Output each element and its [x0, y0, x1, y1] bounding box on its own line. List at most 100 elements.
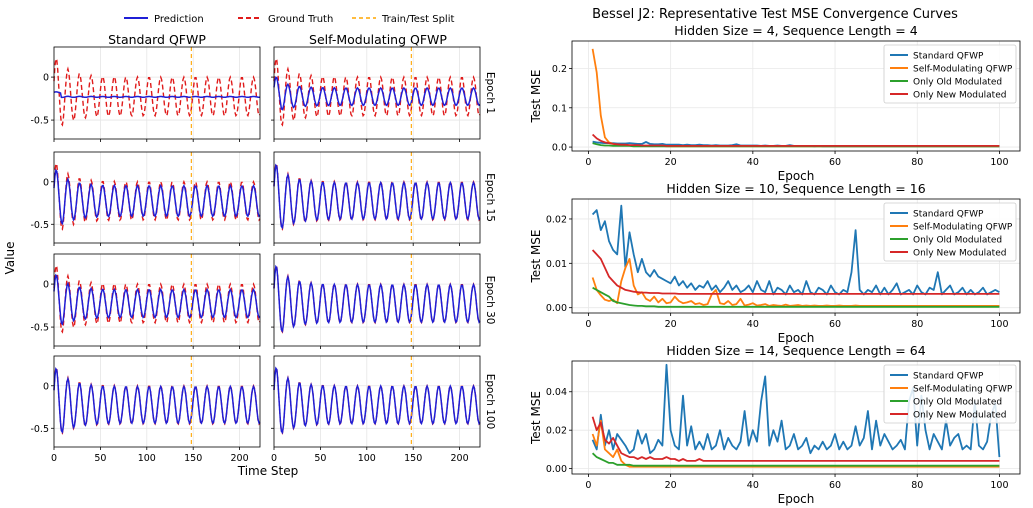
y-axis-label: Test MSE	[529, 230, 543, 284]
legend-split-label: Train/Test Split	[381, 14, 454, 25]
legend-label: Only New Modulated	[913, 91, 1006, 101]
prediction-line	[273, 264, 481, 334]
legend-label: Only Old Modulated	[913, 78, 1002, 88]
x-axis-label: Epoch	[778, 331, 815, 345]
legend-label: Self-Modulating QFWP	[913, 223, 1013, 233]
series-line-only-old-modulated	[592, 286, 1000, 308]
left-x-axis-label: Time Step	[237, 464, 299, 478]
ground-truth-line	[53, 263, 261, 334]
panel-self-modulating-row-1: Epoch 1	[271, 46, 496, 142]
x-tick-label: 80	[911, 480, 923, 491]
y-tick-label: -0.5	[30, 424, 49, 435]
panel-frame	[273, 253, 481, 347]
x-tick-label: 60	[829, 480, 841, 491]
series-line-self-modulating-qfwp	[591, 258, 1000, 307]
series-line-only-new-modulated	[591, 416, 1000, 462]
x-tick-label: 150	[184, 453, 202, 464]
left-y-axis-label: Value	[3, 242, 17, 275]
mse-convergence-panels: 0.0 0.1 0.2 0 20 40 60 80 100 Hidden Size = 4, Se…	[529, 23, 1021, 506]
panel-self-modulating-row-3: Epoch 30	[271, 253, 496, 349]
y-tick-label: 0	[43, 280, 49, 291]
mse-panel-2: 0.00 0.01 0.02 0 20 40 60 80 100 Hidden Size = 10…	[529, 181, 1021, 345]
x-tick-label: 20	[665, 157, 677, 168]
legend-label: Self-Modulating QFWP	[913, 385, 1013, 395]
y-tick-label: 0	[43, 177, 49, 188]
row-label: Epoch 15	[484, 173, 496, 222]
panel-frame	[571, 40, 1021, 152]
prediction-line	[53, 168, 261, 226]
y-tick-label: 0.02	[546, 426, 567, 437]
x-axis-label: Epoch	[778, 169, 815, 183]
prediction-line	[53, 91, 260, 99]
row-label: Epoch 30	[484, 276, 496, 325]
x-tick-label: 0	[585, 480, 591, 491]
right-suptitle: Bessel J2: Representative Test MSE Conve…	[592, 7, 958, 22]
x-tick-label: 100	[138, 453, 156, 464]
legend-ground-truth-label: Ground Truth	[268, 14, 333, 25]
panel-standard-row-1: 0 -0.5	[30, 46, 261, 142]
x-tick-label: 60	[829, 157, 841, 168]
mse-panel-3: 0.00 0.02 0.04 0 20 40 60 80 100 Hidden Size = 14…	[529, 343, 1021, 506]
series-line-standard-qfwp	[591, 363, 1001, 458]
y-tick-label: -0.5	[30, 220, 49, 231]
x-tick-label: 200	[231, 453, 249, 464]
x-tick-label: 50	[314, 453, 326, 464]
panel-frame	[571, 198, 1021, 314]
x-tick-label: 150	[404, 453, 422, 464]
x-tick-label: 100	[358, 453, 376, 464]
top-legend: Prediction Ground Truth Train/Test Split	[124, 14, 454, 25]
x-tick-label: 20	[665, 319, 677, 330]
prediction-line	[273, 366, 481, 435]
y-tick-label: 0.2	[552, 64, 567, 75]
series-line-only-new-modulated	[591, 133, 1000, 147]
legend-box	[883, 364, 1017, 424]
column-title-standard: Standard QFWP	[108, 32, 206, 47]
panel-self-modulating-row-4: 0 50 100 150 200 Epoch 100	[271, 355, 496, 464]
x-axis-label: Epoch	[778, 492, 815, 506]
panel-title: Hidden Size = 4, Sequence Length = 4	[674, 23, 917, 38]
legend-label: Only Old Modulated	[913, 398, 1002, 408]
ground-truth-line	[53, 56, 261, 127]
x-tick-label: 40	[747, 319, 759, 330]
time-series-panels: 0 -0.5 Epoch 1 0 -0.5 Epoch 15 0 -0.5 Epoch 30 0 -…	[30, 46, 496, 464]
y-axis-label: Test MSE	[529, 391, 543, 445]
x-tick-label: 0	[585, 157, 591, 168]
y-tick-label: 0.00	[546, 303, 567, 314]
panel-self-modulating-row-2: Epoch 15	[271, 151, 496, 246]
y-tick-label: 0.02	[546, 214, 567, 225]
y-tick-label: -0.5	[30, 116, 49, 127]
panel-frame	[53, 355, 261, 448]
legend-label: Standard QFWP	[913, 210, 984, 220]
x-tick-label: 80	[911, 157, 923, 168]
panel-frame	[273, 355, 481, 448]
panel-frame	[53, 253, 261, 347]
row-label: Epoch 1	[484, 72, 496, 114]
series-line-only-new-modulated	[591, 249, 1000, 295]
series-line-standard-qfwp	[591, 204, 1000, 296]
y-tick-label: 0.0	[552, 143, 567, 154]
series-line-only-old-modulated	[591, 452, 1000, 467]
x-tick-label: 0	[585, 319, 591, 330]
panel-frame	[273, 151, 481, 244]
y-tick-label: 0.00	[546, 464, 567, 475]
legend-box	[883, 202, 1017, 262]
ground-truth-line	[53, 161, 261, 231]
prediction-line	[273, 163, 481, 230]
y-tick-label: 0.01	[546, 259, 567, 270]
panel-frame	[53, 151, 261, 244]
series-line-self-modulating-qfwp	[591, 419, 1000, 468]
y-axis-label: Test MSE	[529, 70, 543, 124]
x-tick-label: 50	[94, 453, 106, 464]
prediction-line	[273, 76, 481, 111]
legend-prediction-label: Prediction	[154, 14, 204, 25]
x-tick-label: 40	[747, 157, 759, 168]
x-tick-label: 0	[51, 453, 57, 464]
y-tick-label: 0.04	[546, 387, 567, 398]
panel-title: Hidden Size = 10, Sequence Length = 16	[666, 181, 925, 196]
x-tick-label: 40	[747, 480, 759, 491]
x-tick-label: 20	[665, 480, 677, 491]
legend-box	[883, 44, 1017, 104]
panel-frame	[273, 46, 481, 140]
legend-label: Only New Modulated	[913, 411, 1006, 421]
